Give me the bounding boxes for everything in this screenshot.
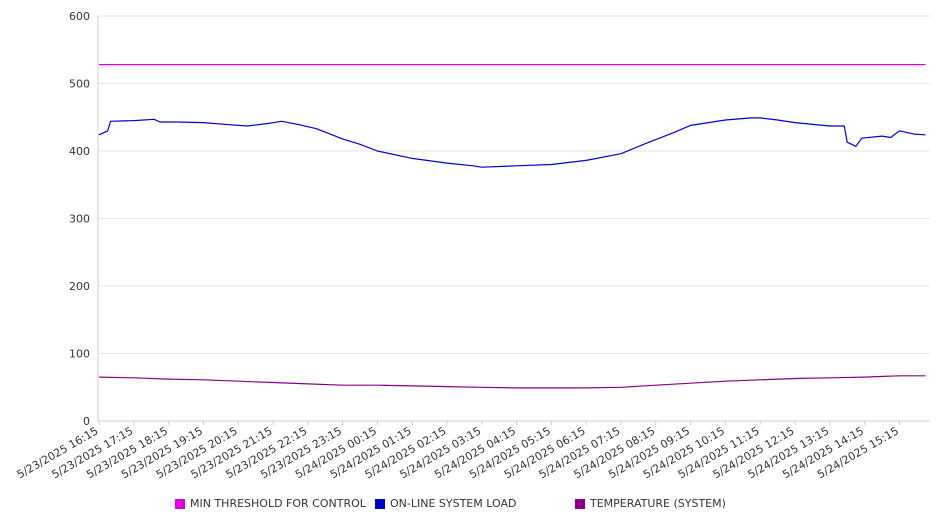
legend-swatch-online-system-load xyxy=(375,498,385,509)
chart-legend: MIN THRESHOLD FOR CONTROL ON-LINE SYSTEM… xyxy=(175,497,935,515)
legend-swatch-min-threshold xyxy=(175,498,185,509)
y-tick-label-400: 400 xyxy=(69,145,90,158)
legend-swatch-temperature-system xyxy=(575,498,585,509)
legend-item-temperature-system[interactable]: TEMPERATURE (SYSTEM) xyxy=(575,497,726,510)
chart-axes xyxy=(97,16,930,425)
y-tick-label-500: 500 xyxy=(69,78,90,91)
series-line-online-system-load xyxy=(98,117,926,168)
chart-series xyxy=(98,63,926,389)
chart-gridlines xyxy=(98,15,930,354)
legend-label-min-threshold: MIN THRESHOLD FOR CONTROL xyxy=(190,497,366,510)
legend-item-online-system-load[interactable]: ON-LINE SYSTEM LOAD xyxy=(375,497,516,510)
y-tick-label-0: 0 xyxy=(83,415,90,428)
legend-item-min-threshold[interactable]: MIN THRESHOLD FOR CONTROL xyxy=(175,497,366,510)
y-tick-label-200: 200 xyxy=(69,280,90,293)
y-tick-label-300: 300 xyxy=(69,213,90,226)
y-tick-label-600: 600 xyxy=(69,10,90,23)
legend-label-online-system-load: ON-LINE SYSTEM LOAD xyxy=(390,497,517,510)
legend-label-temperature-system: TEMPERATURE (SYSTEM) xyxy=(590,497,726,510)
x-axis-tick-labels: 5/23/2025 16:155/23/2025 17:155/23/2025 … xyxy=(15,424,901,481)
y-tick-label-100: 100 xyxy=(69,348,90,361)
y-axis-tick-labels: 0 100 200 300 400 500 600 xyxy=(69,10,90,428)
series-line-temperature-system xyxy=(98,375,926,389)
